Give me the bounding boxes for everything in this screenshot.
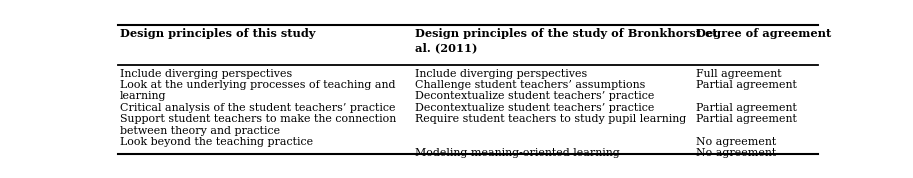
Text: Modeling meaning-oriented learning: Modeling meaning-oriented learning: [415, 148, 620, 158]
Text: Require student teachers to study pupil learning: Require student teachers to study pupil …: [415, 114, 686, 124]
Text: Partial agreement: Partial agreement: [696, 103, 797, 113]
Text: Full agreement: Full agreement: [696, 69, 782, 79]
Text: between theory and practice: between theory and practice: [120, 125, 280, 135]
Text: No agreement: No agreement: [696, 137, 776, 147]
Text: Critical analysis of the student teachers’ practice: Critical analysis of the student teacher…: [120, 103, 395, 113]
Text: Look at the underlying processes of teaching and: Look at the underlying processes of teac…: [120, 80, 395, 90]
Text: Partial agreement: Partial agreement: [696, 114, 797, 124]
Text: Challenge student teachers’ assumptions: Challenge student teachers’ assumptions: [415, 80, 645, 90]
Text: Design principles of the study of Bronkhorst et
al. (2011): Design principles of the study of Bronkh…: [415, 28, 718, 53]
Text: Include diverging perspectives: Include diverging perspectives: [120, 69, 292, 79]
Text: No agreement: No agreement: [696, 148, 776, 158]
Text: Decontextualize student teachers’ practice: Decontextualize student teachers’ practi…: [415, 91, 655, 101]
Text: Include diverging perspectives: Include diverging perspectives: [415, 69, 587, 79]
Text: Support student teachers to make the connection: Support student teachers to make the con…: [120, 114, 396, 124]
Text: Partial agreement: Partial agreement: [696, 80, 797, 90]
Text: Design principles of this study: Design principles of this study: [120, 28, 315, 38]
Text: Look beyond the teaching practice: Look beyond the teaching practice: [120, 137, 313, 147]
Text: Decontextualize student teachers’ practice: Decontextualize student teachers’ practi…: [415, 103, 655, 113]
Text: learning: learning: [120, 91, 166, 101]
Text: Degree of agreement: Degree of agreement: [696, 28, 831, 38]
